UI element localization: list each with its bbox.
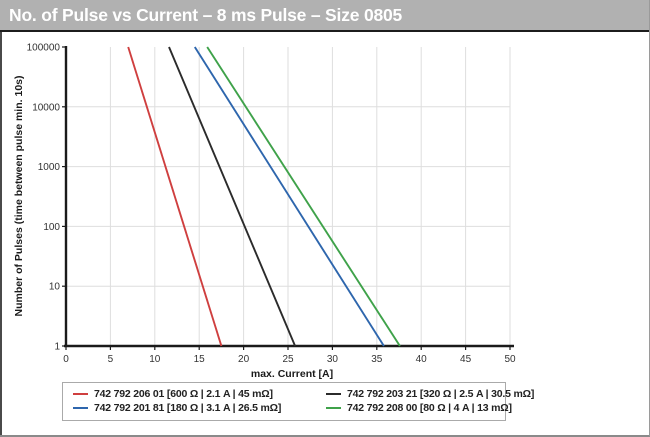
- legend-grid: 742 792 206 01 [600 Ω | 2.1 A | 45 mΩ] 74…: [73, 388, 534, 414]
- pulse-vs-current-plot: 0 5 10 15 20 25 30 35 40 45 50 1 10 100 1000 10000 10000…: [13, 43, 516, 381]
- y-tick-label: 100000: [27, 43, 61, 54]
- axis-layer: 0 5 10 15 20 25 30 35 40 45 50 1 10 100 1000 10000 10000…: [27, 43, 516, 366]
- legend-label: 742 792 208 00 [80 Ω | 4 A | 13 mΩ]: [347, 402, 512, 414]
- legend-swatch: [326, 407, 341, 409]
- x-tick-label: 20: [238, 354, 250, 365]
- y-tick-label: 1: [54, 342, 60, 353]
- y-axis-title: Number of Pulses (time between pulse min…: [13, 76, 25, 317]
- series-line: [206, 46, 401, 347]
- x-tick-label: 30: [327, 354, 339, 365]
- legend-swatch: [73, 407, 88, 409]
- y-tick-label: 10000: [32, 102, 60, 113]
- y-tick-label: 100: [43, 222, 60, 233]
- x-tick-label: 15: [194, 354, 206, 365]
- x-tick-label: 0: [63, 354, 69, 365]
- x-tick-label: 10: [149, 354, 161, 365]
- x-tick-label: 25: [282, 354, 294, 365]
- legend-label: 742 792 203 21 [320 Ω | 2.5 A | 30.5 mΩ]: [347, 388, 535, 400]
- x-tick-label: 35: [371, 354, 383, 365]
- series-line: [193, 46, 385, 347]
- legend-label: 742 792 206 01 [600 Ω | 2.1 A | 45 mΩ]: [94, 388, 273, 400]
- legend-item: 742 792 203 21 [320 Ω | 2.5 A | 30.5 mΩ]: [326, 388, 534, 400]
- grid-layer: [66, 47, 511, 346]
- legend-label: 742 792 201 81 [180 Ω | 3.1 A | 26.5 mΩ]: [94, 402, 282, 414]
- x-tick-label: 40: [416, 354, 428, 365]
- chart-title-bar: No. of Pulse vs Current – 8 ms Pulse – S…: [0, 0, 649, 32]
- x-tick-label: 50: [504, 354, 516, 365]
- chart-panel: 0 5 10 15 20 25 30 35 40 45 50 1 10 100 1000 10000 10000…: [0, 32, 649, 435]
- series-line: [168, 46, 296, 347]
- legend-swatch: [326, 393, 341, 395]
- series-line: [127, 46, 223, 347]
- x-axis-title: max. Current [A]: [251, 368, 333, 380]
- series-layer: [127, 46, 401, 347]
- legend-box: 742 792 206 01 [600 Ω | 2.1 A | 45 mΩ] 74…: [62, 382, 534, 421]
- chart-title: No. of Pulse vs Current – 8 ms Pulse – S…: [9, 4, 403, 25]
- legend-item: 742 792 201 81 [180 Ω | 3.1 A | 26.5 mΩ]: [73, 402, 318, 414]
- x-tick-label: 5: [108, 354, 114, 365]
- legend-swatch: [73, 393, 88, 395]
- legend-item: 742 792 206 01 [600 Ω | 2.1 A | 45 mΩ]: [73, 388, 318, 400]
- x-tick-label: 45: [460, 354, 472, 365]
- legend-item: 742 792 208 00 [80 Ω | 4 A | 13 mΩ]: [326, 402, 534, 414]
- y-tick-label: 10: [49, 282, 61, 293]
- y-tick-label: 1000: [38, 162, 61, 173]
